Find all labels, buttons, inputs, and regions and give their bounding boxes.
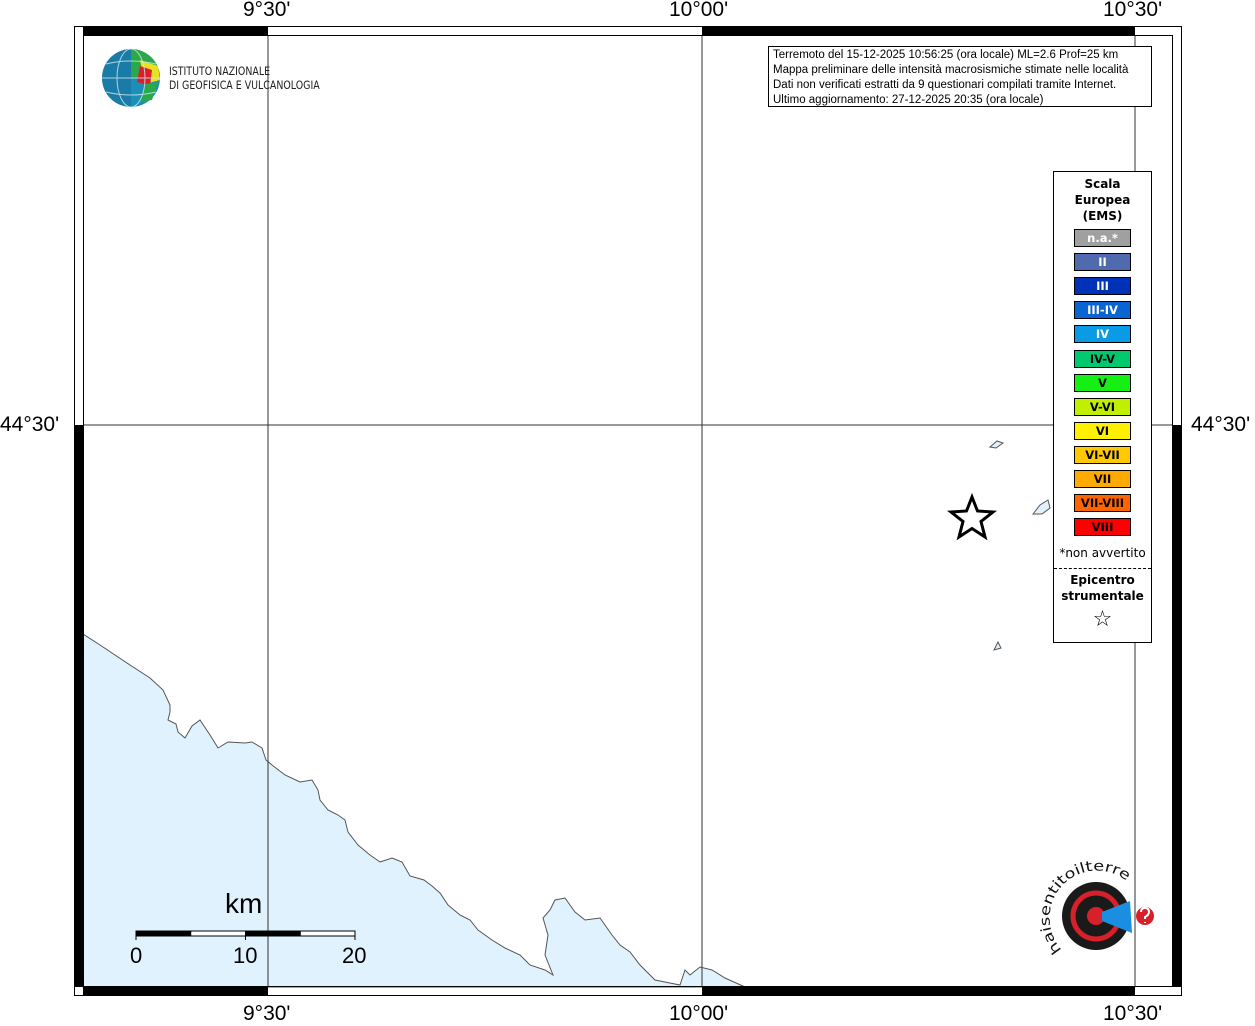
lat-tick-right: 44°30' [1191,413,1251,436]
lon-tick-bottom: 9°30' [243,1002,291,1025]
scale-label: 20 [342,943,367,968]
map-frame [74,26,1182,996]
lon-tick-bottom: 10°30' [1103,1002,1163,1025]
legend-swatch: VIII [1074,518,1131,537]
legend-swatch: n.a.* [1074,229,1131,247]
legend-title-line: (EMS) [1082,209,1123,223]
lon-tick-top: 10°30' [1103,0,1163,21]
ingv-logo-text: ISTITUTO NAZIONALE DI GEOFISICA E VULCAN… [169,64,320,92]
epicenter-star-icon[interactable] [947,492,997,541]
epicenter-label-line: Epicentro [1070,573,1135,587]
logo-line: ISTITUTO NAZIONALE [169,64,271,78]
lon-tick-top: 10°00' [669,0,729,21]
info-line: Terremoto del 15-12-2025 10:56:25 (ora l… [773,49,1119,61]
legend-swatch: VI [1074,421,1131,440]
sea-area [82,633,746,988]
legend-swatch: IV-V [1074,349,1131,368]
legend-title-line: Scala [1084,177,1121,191]
legend-title: Scala Europea (EMS) [1054,176,1151,224]
legend-swatch: III [1074,277,1131,296]
legend-epicenter-label: Epicentro strumentale [1054,572,1151,604]
earthquake-info-box: Terremoto del 15-12-2025 10:56:25 (ora l… [768,46,1152,107]
legend-swatch: V [1074,373,1131,392]
lon-tick-top: 9°30' [243,0,291,21]
info-line: Dati non verificati estratti da 9 questi… [773,79,1117,91]
scale-label: 10 [233,943,258,968]
info-line: Ultimo aggiornamento: 27-12-2025 20:35 (… [773,94,1044,106]
legend-swatch: III-IV [1074,301,1131,320]
legend-swatch: VI-VII [1074,445,1131,464]
legend-swatch: VII-VIII [1074,494,1131,513]
intensity-legend: Scala Europea (EMS) n.a.* II III III-IV IV IV… [1053,171,1152,643]
info-line: Mappa preliminare delle intensità macros… [773,64,1129,76]
ingv-logo-icon [102,48,160,108]
legend-swatch: IV [1074,325,1131,344]
legend-swatch: V-VI [1074,397,1131,416]
lat-tick-left: 44°30' [0,413,60,436]
island [1031,499,1051,515]
scale-unit: km [225,888,263,919]
scale-bar [135,930,356,940]
scale-label: 0 [130,943,143,968]
lon-tick-bottom: 10°00' [669,1002,729,1025]
legend-divider [1054,568,1151,569]
legend-note: *non avvertito [1059,546,1146,560]
legend-title-line: Europea [1074,193,1131,207]
legend-star-icon: ☆ [1092,607,1113,632]
island [993,640,1002,651]
island [988,440,1005,449]
epicenter-label-line: strumentale [1061,589,1144,603]
legend-swatch: II [1074,253,1131,272]
logo-line: DI GEOFISICA E VULCANOLOGIA [169,78,320,92]
legend-swatch: VII [1074,470,1131,488]
